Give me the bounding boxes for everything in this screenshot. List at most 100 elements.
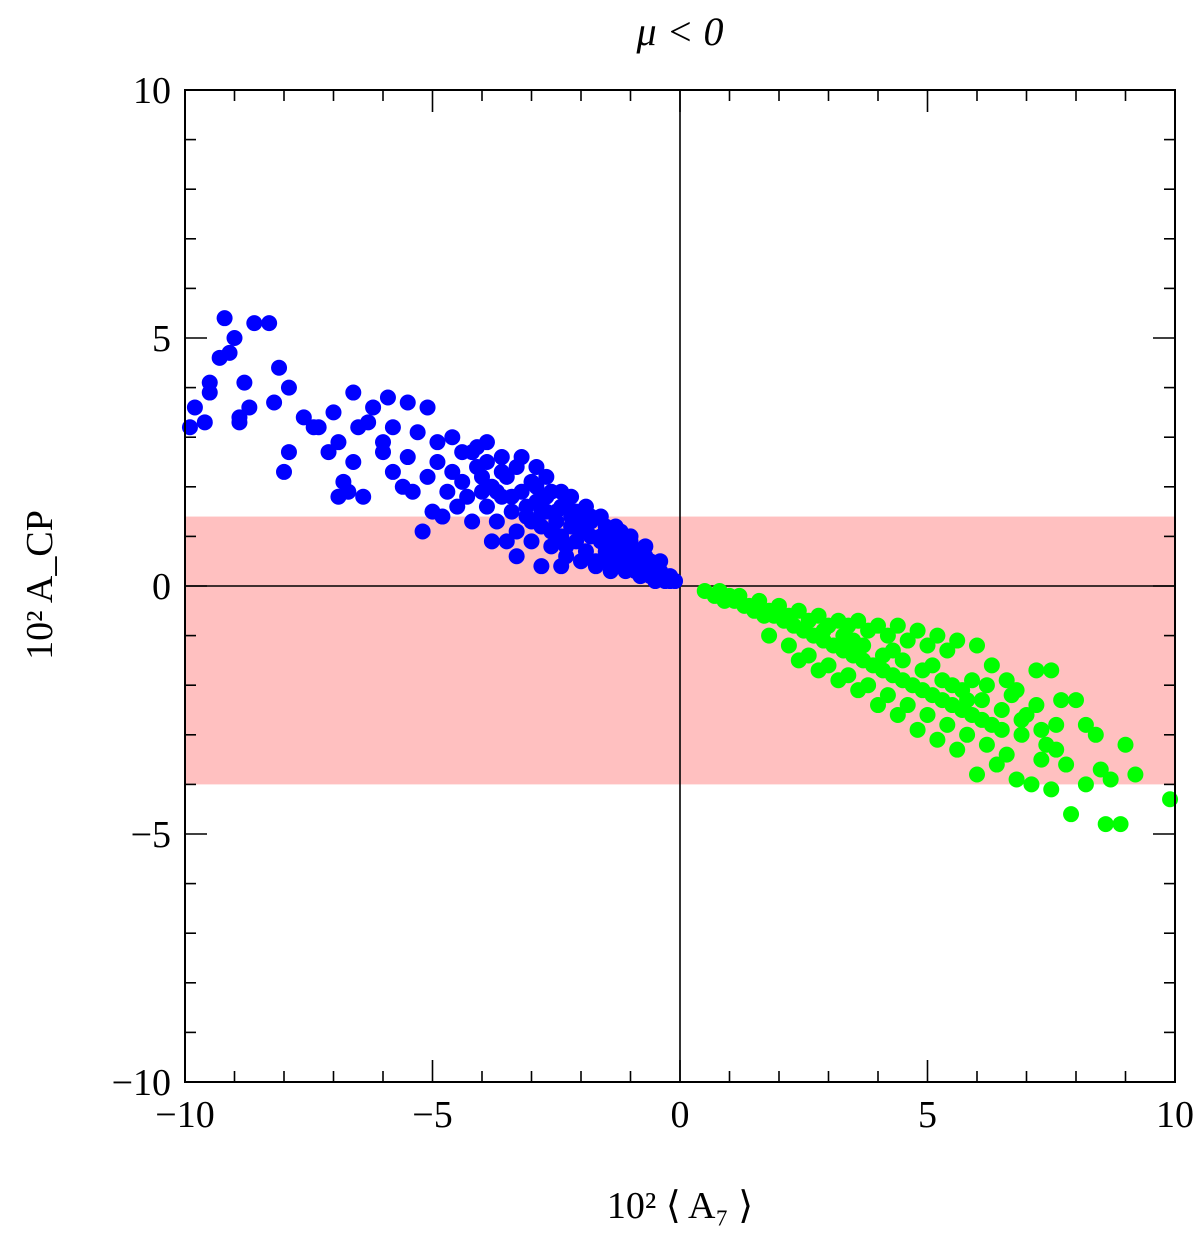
data-point-s1-55 [998,746,1015,763]
data-point-s1-66 [845,632,862,649]
data-point-s0-59 [384,463,401,480]
data-point-s1-93 [929,731,946,748]
data-point-s1-54 [978,736,995,753]
data-point-s1-120 [741,597,758,614]
data-point-s1-115 [840,617,857,634]
data-point-s0-32 [320,444,337,461]
data-point-s0-154 [622,528,639,545]
data-point-s0-136 [483,533,500,550]
data-point-s0-148 [538,488,555,505]
data-point-s1-103 [1008,682,1025,699]
data-point-s0-74 [503,503,520,520]
data-point-s1-40 [929,627,946,644]
data-point-s0-119 [429,454,446,470]
data-point-s0-58 [355,488,372,505]
data-point-s0-123 [404,483,421,500]
data-point-s1-109 [1087,726,1104,743]
data-point-s0-30 [276,463,292,480]
data-point-s0-19 [325,404,342,421]
data-point-s0-147 [528,478,545,495]
data-point-s0-108 [528,458,545,475]
data-point-s0-60 [414,523,431,540]
data-point-s1-108 [1077,716,1094,733]
data-point-s0-31 [310,419,327,436]
data-point-s1-51 [919,706,936,723]
data-point-s0-158 [469,439,486,456]
data-point-s0-9 [236,374,253,391]
data-point-s1-78 [1023,776,1040,793]
data-point-s0-21 [365,399,382,416]
data-point-s1-73 [1013,726,1030,743]
x-axis-label: 10² ⟨ A₇ ⟩ [607,1185,753,1227]
data-point-s1-41 [949,632,966,649]
y-tick-label: 5 [152,318,171,360]
data-point-s0-167 [642,568,659,585]
data-point-s1-97 [850,682,867,699]
data-point-s0-71 [488,513,505,530]
data-point-s1-114 [860,622,877,639]
data-point-s0-73 [498,533,515,550]
data-point-s0-6 [216,310,233,327]
data-point-s0-11 [261,315,278,332]
data-point-s0-38 [409,424,426,441]
data-point-s1-82 [1092,761,1109,778]
data-point-s1-92 [949,741,966,758]
data-point-s1-86 [1097,816,1114,833]
data-point-s1-107 [1068,692,1084,709]
data-point-s1-50 [899,697,916,714]
data-point-s1-105 [1043,662,1060,679]
data-point-s1-75 [1048,716,1065,733]
data-point-s0-169 [662,573,679,590]
data-point-s0-124 [474,468,490,485]
data-point-s0-23 [399,394,416,411]
data-point-s1-110 [939,642,956,659]
data-point-s1-111 [919,637,936,654]
data-point-s1-113 [879,627,896,644]
data-point-s1-94 [909,721,926,738]
data-point-s0-151 [582,508,599,525]
data-point-s0-75 [508,523,525,540]
data-point-s1-122 [711,582,728,599]
tick-labels: −10 −5 0 5 10 −10 −5 0 5 10 [112,70,1194,1136]
data-point-s1-83 [1102,771,1119,788]
data-point-s1-84 [1117,736,1134,753]
data-point-s1-49 [879,687,896,704]
data-point-s1-112 [899,632,916,649]
data-point-s0-78 [523,533,540,550]
data-point-s1-87 [1112,816,1129,833]
data-point-s1-104 [1028,662,1045,679]
data-point-s1-63 [973,692,990,709]
data-point-s1-52 [939,716,956,733]
data-point-s0-106 [493,449,510,466]
data-point-s1-44 [780,637,797,654]
data-point-s0-63 [439,483,456,500]
data-point-s1-96 [870,697,886,714]
data-point-s1-127 [1013,711,1030,728]
data-point-s1-42 [969,637,985,654]
data-point-s1-80 [1063,806,1080,823]
data-point-s0-37 [384,419,401,436]
data-point-s1-77 [1008,771,1025,788]
data-point-s1-125 [978,677,995,694]
data-point-s0-25 [330,434,347,451]
data-point-s1-38 [889,617,906,634]
data-point-s0-10 [246,315,263,332]
data-point-s0-64 [449,498,466,515]
data-point-s0-118 [419,468,436,485]
data-point-s1-69 [964,672,981,689]
data-point-s1-59 [894,652,911,669]
data-point-s0-152 [597,518,614,535]
data-point-s1-99 [810,662,827,679]
data-point-s1-76 [1058,756,1075,773]
data-point-s0-166 [627,558,644,575]
data-point-s1-89 [1033,751,1050,768]
data-point-s0-138 [533,558,550,575]
data-point-s0-146 [513,449,530,466]
data-point-s0-161 [543,523,560,540]
data-point-s0-35 [360,414,377,431]
data-point-s1-106 [1053,692,1070,709]
data-point-s1-43 [761,627,778,644]
data-point-s1-91 [969,766,985,783]
data-point-s0-137 [508,548,525,565]
